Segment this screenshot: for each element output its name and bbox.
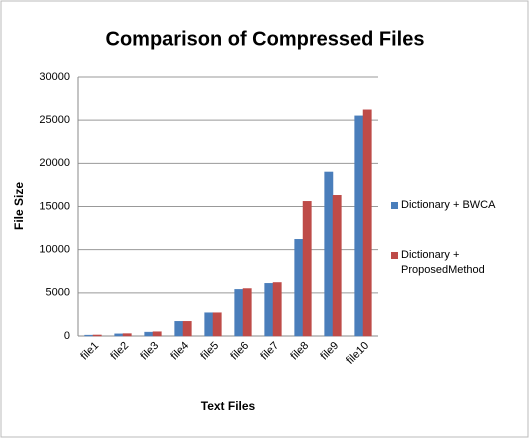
bar [272,282,282,337]
bar [332,195,342,337]
y-tick-label: 30000 [39,71,70,83]
bar [144,331,154,337]
y-tick-label: 5000 [46,287,70,299]
bar [182,321,192,337]
chart-title: Comparison of Compressed Files [106,28,425,50]
y-tick-label: 0 [64,330,70,342]
y-tick-label: 10000 [39,244,70,256]
x-axis-label: Text Files [201,399,256,413]
bar [114,333,124,337]
legend-swatch [391,202,398,209]
bar [212,312,222,337]
bar [92,334,102,337]
bar [122,333,132,337]
legend-label: Dictionary + BWCA [401,199,496,211]
y-tick-label: 15000 [39,200,70,212]
bar [234,289,244,337]
bar [242,288,252,337]
bar [362,109,372,337]
bar [84,334,94,337]
bar [204,312,214,337]
bar [174,321,184,337]
bar [302,201,312,337]
bar [324,171,334,337]
bar [264,283,274,337]
legend-label: Dictionary + ProposedMethod [401,249,485,276]
bar [294,239,304,337]
legend-swatch [391,252,398,259]
y-axis-label: File Size [12,182,26,230]
y-tick-label: 20000 [39,157,70,169]
bar [152,331,162,337]
bar [354,115,364,337]
y-tick-label: 25000 [39,114,70,126]
